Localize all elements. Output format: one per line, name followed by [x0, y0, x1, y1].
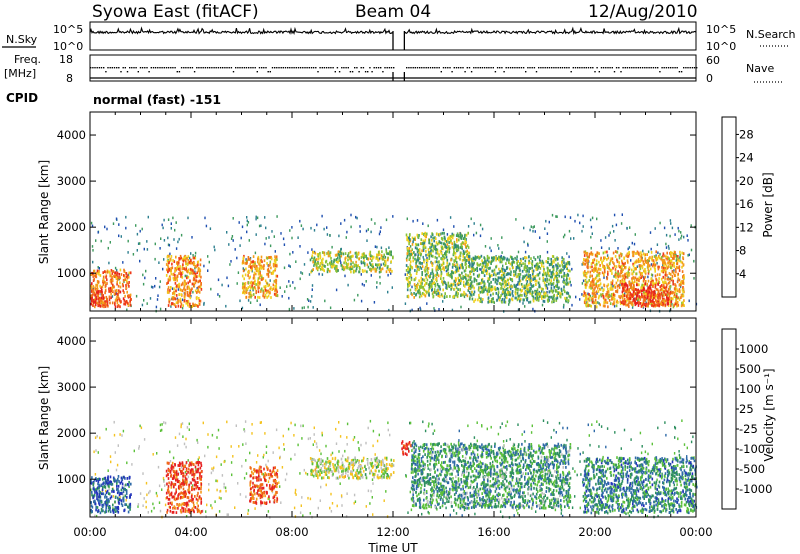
- nave-tick-top: 60: [706, 54, 720, 67]
- freq-tick-bottom: 8: [66, 72, 73, 85]
- power-echoes: [90, 213, 698, 313]
- svg-text:16: 16: [739, 197, 754, 211]
- beam-title: Beam 04: [355, 2, 431, 22]
- power-panel-frame: [89, 111, 697, 312]
- svg-text:12: 12: [739, 220, 754, 234]
- power-ylabel: Slant Range [km]: [37, 160, 51, 264]
- cpid-text: normal (fast) -151: [93, 92, 221, 107]
- svg-text:28: 28: [739, 127, 754, 141]
- svg-text:24: 24: [739, 151, 754, 165]
- power-axes: 1000 2000 3000 4000: [57, 112, 697, 311]
- svg-text:1000: 1000: [57, 266, 86, 280]
- nsky-tick-bottom: 10^0: [53, 40, 83, 53]
- freq-unit: [MHz]: [4, 67, 36, 80]
- svg-text:20: 20: [739, 174, 754, 188]
- nave-tick-bottom: 0: [706, 72, 713, 85]
- freq-tick-top: 18: [59, 53, 73, 66]
- nsearch-tick-bottom: 10^0: [706, 40, 736, 53]
- cpid-label: CPID: [6, 91, 38, 105]
- nsky-label: N.Sky: [6, 33, 38, 46]
- velocity-ylabel: Slant Range [km]: [37, 366, 51, 470]
- svg-text:8: 8: [739, 244, 746, 258]
- date-title: 12/Aug/2010: [588, 2, 698, 22]
- svg-text:2000: 2000: [57, 220, 86, 234]
- velocity-colorbar-label: Velocity [m s⁻¹]: [762, 368, 776, 461]
- nsky-trace: [89, 26, 697, 50]
- nsky-tick-top: 10^5: [53, 23, 83, 36]
- freq-trace: [90, 67, 698, 81]
- nave-label: Nave: [746, 62, 774, 75]
- svg-text:3000: 3000: [57, 174, 86, 188]
- svg-text:4: 4: [739, 267, 746, 281]
- xlabel: Time UT: [367, 541, 418, 554]
- nsearch-label: N.Search: [746, 28, 796, 41]
- freq-label: Freq.: [14, 53, 41, 66]
- station-title: Syowa East (fitACF): [92, 2, 259, 22]
- power-colorbar-label: Power [dB]: [761, 172, 775, 237]
- time-axis: 00:00 04:00 08:00 12:00 16:00 20:00 00:00: [73, 525, 712, 539]
- svg-text:4000: 4000: [57, 128, 86, 142]
- power-colorbar: 4 8 12 16 20 24 28: [721, 116, 754, 298]
- nsearch-tick-top: 10^5: [706, 23, 736, 36]
- velocity-echoes: [90, 419, 698, 519]
